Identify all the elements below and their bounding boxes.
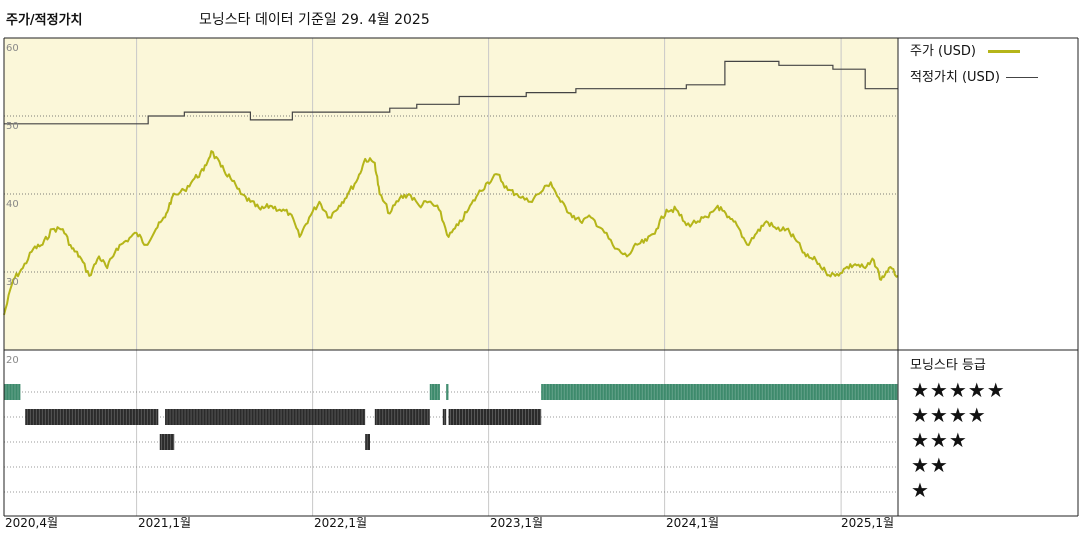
rating-level-3: ★★★ xyxy=(911,428,968,452)
y-tick-label: 50 xyxy=(6,121,19,132)
legend-price-label: 주가 (USD) xyxy=(910,44,976,59)
x-tick-label: 2022,1월 xyxy=(314,516,368,530)
rating-bar-3-star xyxy=(365,434,370,450)
y-tick-label: 30 xyxy=(6,277,19,288)
chart-subtitle: 모닝스타 데이터 기준일 29. 4월 2025 xyxy=(199,12,430,28)
rating-title: 모닝스타 등급 xyxy=(910,358,986,373)
rating-bar-4-star xyxy=(442,409,447,425)
rating-level-5: ★★★★★ xyxy=(911,378,1006,402)
rating-bar-5-star xyxy=(541,384,898,400)
x-tick-label: 2021,1월 xyxy=(138,516,192,530)
rating-bar-5-star xyxy=(429,384,440,400)
y-tick-label: 60 xyxy=(6,43,19,54)
y-tick-label: 20 xyxy=(6,355,19,366)
legend-fair-value: 적정가치 (USD) xyxy=(910,66,1039,85)
legend-price: 주가 (USD) xyxy=(910,40,1021,59)
legend-price-swatch xyxy=(988,50,1021,53)
rating-bar-4-star xyxy=(448,409,542,425)
legend-fair-value-label: 적정가치 (USD) xyxy=(910,70,1000,85)
x-tick-label: 2025,1월 xyxy=(841,516,895,530)
rating-bar-5-star xyxy=(4,384,21,400)
y-tick-label: 40 xyxy=(6,199,19,210)
x-tick-label: 2023,1월 xyxy=(490,516,544,530)
rating-bar-5-star xyxy=(446,384,449,400)
x-tick-label: 2020,4월 xyxy=(5,516,59,530)
rating-bar-3-star xyxy=(159,434,175,450)
rating-bar-4-star xyxy=(25,409,159,425)
legend-fair-value-swatch xyxy=(1006,77,1039,78)
rating-level-1: ★ xyxy=(911,478,930,502)
x-tick-label: 2024,1월 xyxy=(666,516,720,530)
rating-level-2: ★★ xyxy=(911,453,949,477)
rating-bar-4-star xyxy=(165,409,366,425)
rating-level-4: ★★★★ xyxy=(911,403,987,427)
rating-bar-4-star xyxy=(374,409,430,425)
fair-value-line xyxy=(4,60,898,125)
price-line xyxy=(3,150,899,316)
chart-title: 주가/적정가치 xyxy=(6,13,83,28)
